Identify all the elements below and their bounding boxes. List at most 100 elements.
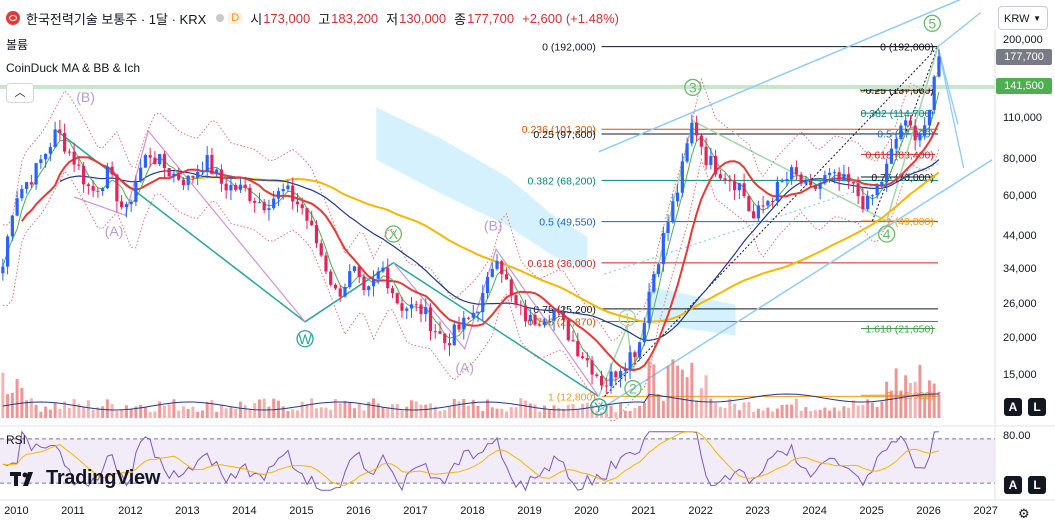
candle-body [82,165,86,185]
brand-name: TradingView [46,467,161,489]
volume-bar [628,410,632,418]
candle-body [918,133,922,141]
candle-body [167,168,171,177]
currency-select[interactable]: KRW ▼ [998,6,1048,30]
candle-body [447,343,452,346]
volume-bar [752,412,756,418]
year-tick-label: 2021 [631,505,656,517]
volume-bar [77,403,81,418]
candle-body [694,122,699,136]
volume-bar [438,410,442,418]
volume-bar [172,399,176,418]
candle-body [547,320,551,322]
low-value: 130,000 [399,10,447,26]
candle-body [153,157,157,165]
high-value: 183,200 [331,10,379,26]
volume-bar [652,364,656,418]
year-tick-label: 2026 [916,505,941,517]
rsi-log-scale-button[interactable]: L [1028,476,1046,494]
rsi-legend[interactable]: RSI [6,433,27,447]
volume-bar [500,408,504,418]
chevron-up-icon: ︿ [14,87,26,99]
volume-bar [894,368,898,418]
volume-bar [481,410,485,418]
volume-bar [647,360,651,418]
wave-label-circle [878,225,896,243]
volume-legend[interactable]: 볼륨 [6,38,29,52]
candle-body [642,323,646,343]
volume-bar [371,398,375,418]
volume-bar [433,406,437,418]
candle-body [267,208,271,211]
log-scale-button[interactable]: L [1028,398,1046,416]
candle-body [628,352,632,369]
volume-bar [367,402,371,418]
rsi-line [2,430,939,492]
candle-body [44,153,48,160]
volume-bar [486,399,490,418]
candle-body [115,174,119,202]
candle-body [780,181,784,183]
rsi-band [0,438,995,484]
candle-body [433,331,437,333]
candle-body [595,374,599,376]
candle-body [58,129,62,133]
candle-body [362,276,366,291]
volume-bar [443,410,447,418]
candle-body [139,167,143,182]
volume-bar [533,404,537,418]
volume-bar [143,407,147,418]
volume-bar [6,394,10,418]
candle-body [210,154,214,175]
tradingview-logo[interactable]: TradingView [10,467,160,490]
volume-bar [699,388,703,418]
candle-body [504,274,509,280]
collapse-legend-button[interactable]: ︿ [6,83,34,103]
volume-bar [48,409,52,418]
candle-body [666,222,670,233]
fib-label-right: 0 (192,000) [880,42,934,54]
wave-label: W [298,331,312,347]
candle-body [186,175,190,186]
volume-bar [200,410,204,418]
wave-label: (B) [484,218,503,234]
volume-bar [562,408,566,418]
volume-bar [262,398,266,418]
candle-body [861,196,865,209]
rsi-auto-scale-button[interactable]: A [1004,476,1022,494]
candle-body [747,196,751,212]
auto-scale-button[interactable]: A [1004,398,1022,416]
candle-body [875,185,879,196]
ma-120 [192,171,940,323]
candle-body [229,184,233,191]
candle-body [813,184,817,189]
candle-body [300,204,304,209]
candle-body [291,185,295,202]
settings-gear-icon[interactable]: ⚙ [1018,506,1030,521]
volume-bar [581,403,585,418]
volume-bar [832,407,836,418]
currency-value: KRW [1004,13,1030,25]
volume-bar [609,405,613,418]
wave-label-circle [618,309,636,327]
market-status-icon [216,14,225,22]
volume-bars [1,359,941,418]
volume-bar [248,408,252,418]
fib-label-left: 0.236 (101,300) [522,124,596,136]
candle-body [224,183,228,191]
volume-bar [614,412,618,418]
candle-body [281,189,285,192]
symbol-title[interactable]: 한국전력기술 보통주 · 1달 · KRX [26,11,207,27]
candle-body [576,341,580,357]
volume-bar [604,405,608,418]
year-tick-label: 2010 [4,505,29,517]
year-tick-label: 2027 [973,505,998,517]
candle-body [785,179,789,182]
candle-body [205,154,209,172]
candle-body [476,312,480,314]
candle-body [828,172,832,176]
candle-body [91,186,95,191]
volume-bar [547,409,551,418]
indicator-legend[interactable]: CoinDuck MA & BB & Ich [6,61,141,75]
